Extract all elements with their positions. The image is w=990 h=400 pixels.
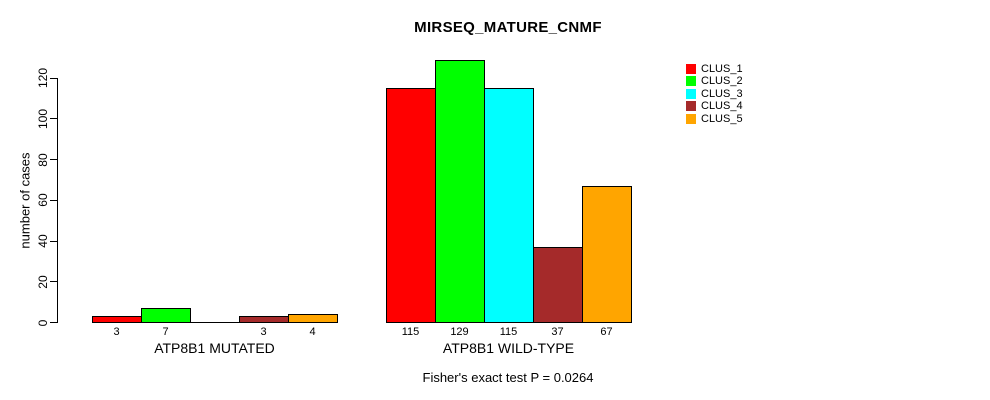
legend-label: CLUS_4 bbox=[701, 100, 743, 113]
legend-label: CLUS_3 bbox=[701, 87, 743, 100]
y-axis-tick bbox=[50, 77, 57, 79]
x-group-label: ATP8B1 WILD-TYPE bbox=[442, 340, 575, 356]
y-tick-label: 60 bbox=[36, 193, 50, 207]
y-axis-line bbox=[57, 78, 58, 323]
bar-value-label: 67 bbox=[600, 326, 613, 338]
y-axis-tick bbox=[50, 322, 57, 323]
y-tick-label: 120 bbox=[36, 67, 50, 89]
bar-value-label: 3 bbox=[260, 326, 267, 338]
legend-label: CLUS_5 bbox=[701, 112, 743, 125]
bar-clus_5-group2 bbox=[582, 185, 632, 323]
y-axis-tick bbox=[50, 240, 57, 242]
y-axis-tick bbox=[50, 199, 57, 201]
legend-color-swatch bbox=[686, 101, 696, 112]
bar-clus_1-group2 bbox=[386, 88, 436, 323]
bar-clus_3-group2 bbox=[484, 88, 534, 323]
y-tick-label: 40 bbox=[36, 234, 50, 248]
chart-legend: CLUS_1 CLUS_2 CLUS_3 CLUS_4 CLUS_5 bbox=[686, 63, 776, 127]
y-tick-label: 0 bbox=[36, 319, 50, 326]
bar-clus_2-group2 bbox=[435, 59, 485, 323]
legend-label: CLUS_2 bbox=[701, 75, 743, 88]
bar-clus_5-group1 bbox=[288, 314, 338, 323]
legend-color-swatch bbox=[686, 64, 696, 74]
bar-clus_4-group1 bbox=[239, 316, 289, 323]
y-tick-label: 80 bbox=[36, 152, 50, 167]
y-axis-tick bbox=[50, 281, 57, 283]
legend-color-swatch bbox=[686, 76, 696, 87]
legend-color-swatch bbox=[686, 88, 696, 99]
bar-value-label: 3 bbox=[113, 326, 120, 338]
bar-value-label: 4 bbox=[309, 326, 316, 338]
legend-label: CLUS_1 bbox=[701, 63, 743, 75]
x-group-label: ATP8B1 MUTATED bbox=[154, 340, 275, 356]
bar-value-label: 115 bbox=[499, 326, 518, 338]
group-baseline bbox=[92, 322, 338, 323]
bar-value-label: 37 bbox=[551, 326, 564, 338]
y-tick-label: 20 bbox=[36, 275, 50, 289]
y-axis-tick bbox=[50, 118, 57, 120]
bar-clus_2-group1 bbox=[141, 308, 191, 323]
y-axis-tick bbox=[50, 159, 57, 160]
bar-clus_1-group1 bbox=[92, 316, 142, 323]
y-tick-label: 100 bbox=[36, 108, 50, 129]
bar-value-label: 115 bbox=[401, 326, 420, 338]
bar-clus_4-group2 bbox=[533, 247, 583, 323]
bar-value-label: 7 bbox=[162, 326, 169, 338]
legend-color-swatch bbox=[686, 113, 696, 124]
bar-value-label: 129 bbox=[450, 326, 469, 338]
chart-title: MIRSEQ_MATURE_CNMF bbox=[414, 19, 602, 36]
stat-annotation: Fisher's exact test P = 0.0264 bbox=[422, 370, 594, 385]
